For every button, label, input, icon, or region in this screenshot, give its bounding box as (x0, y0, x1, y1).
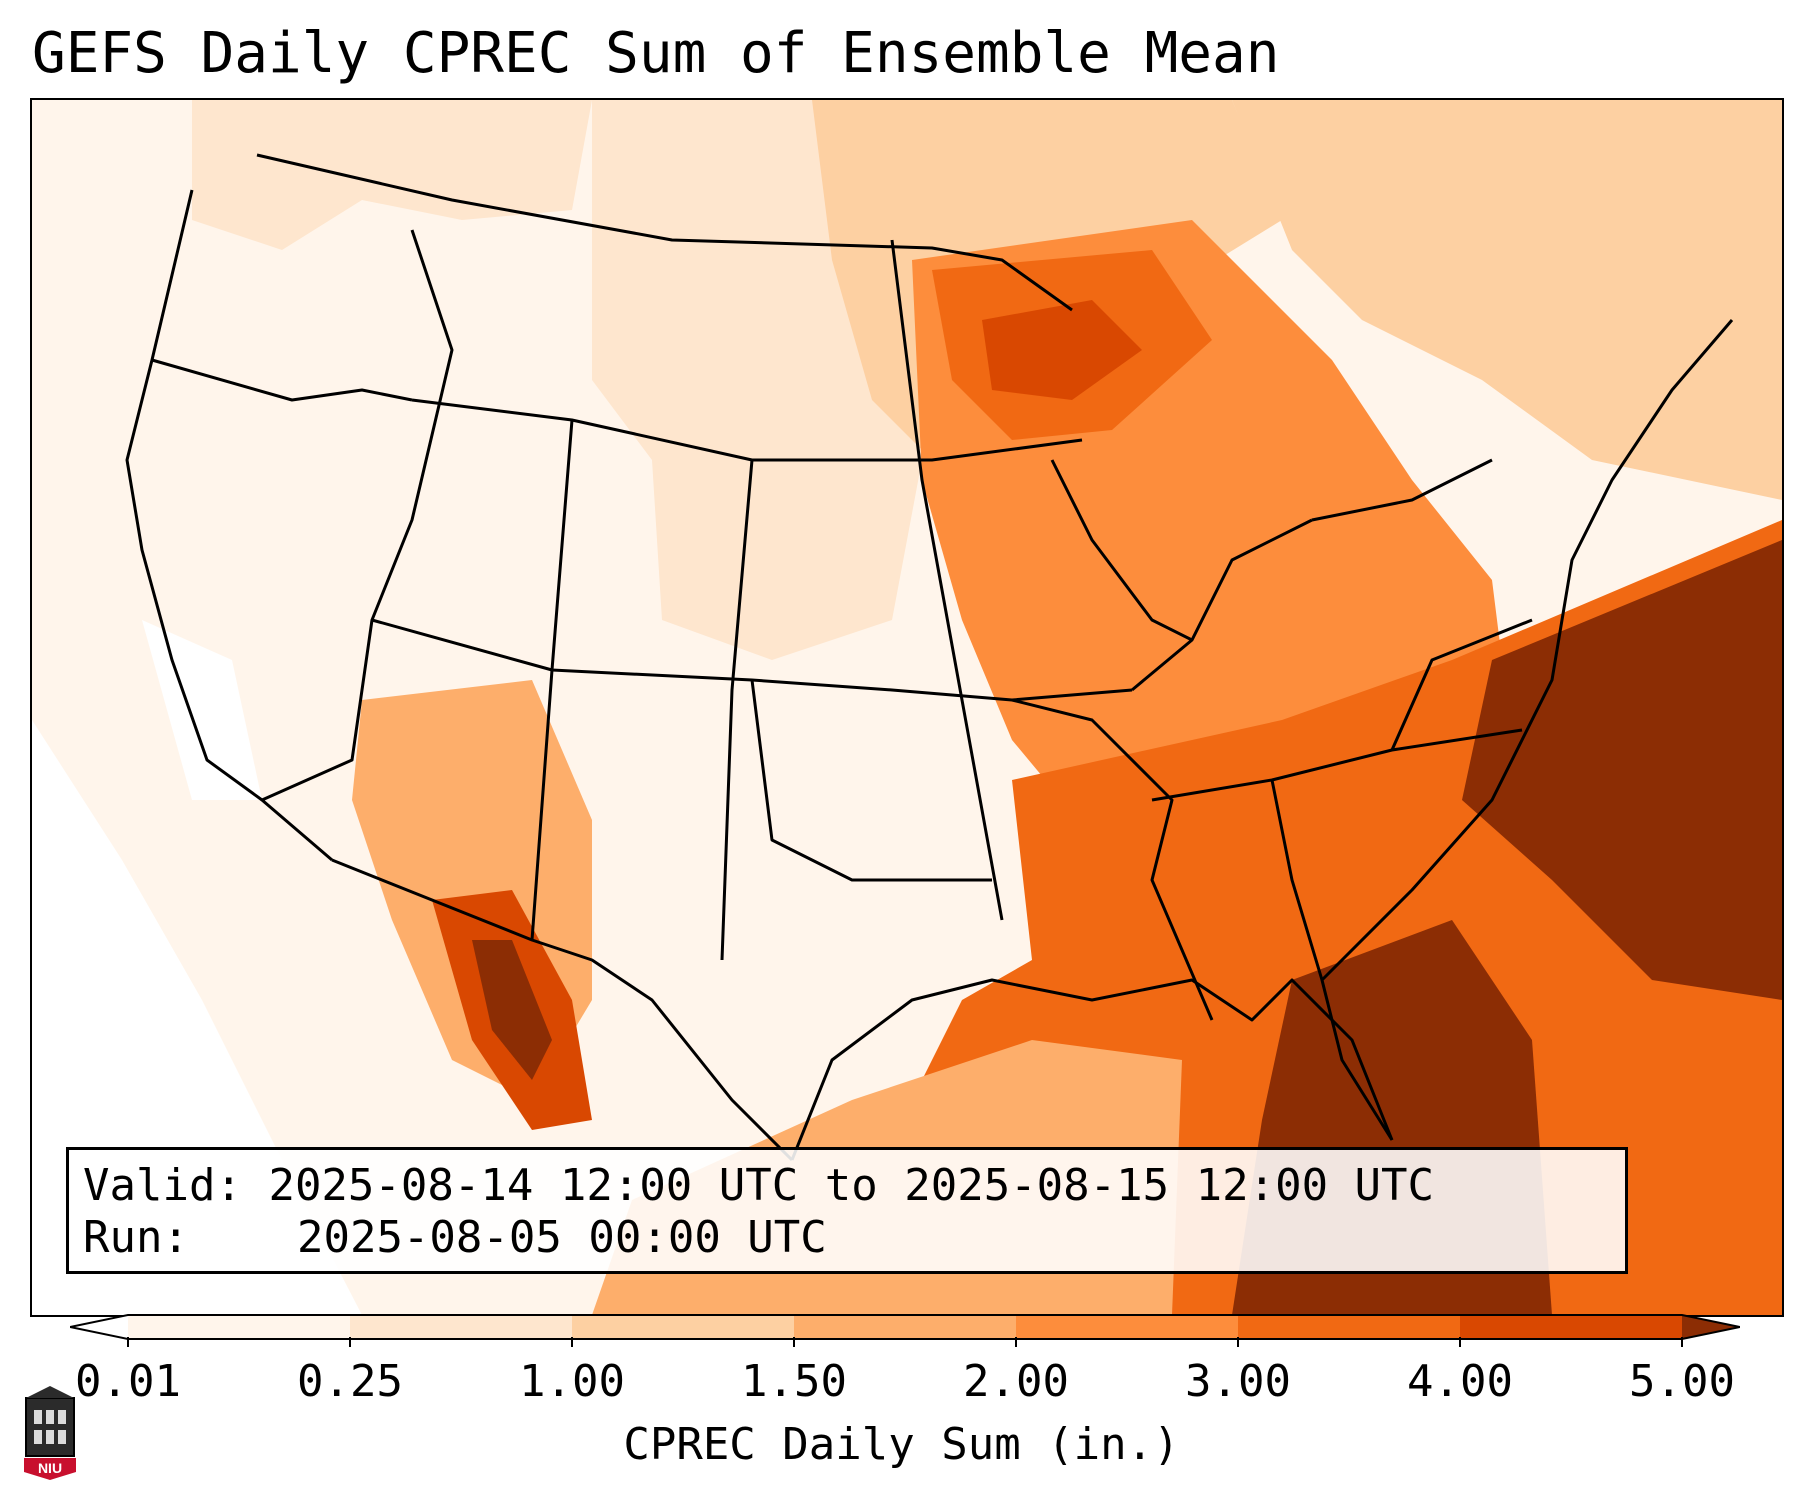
precip-zone-lake-superior (982, 300, 1142, 400)
colorbar-tick-label: 2.00 (963, 1356, 1069, 1407)
boundary-line-6 (371, 618, 1133, 702)
boundary-line-12 (1151, 728, 1523, 802)
colorbar-tick (127, 1337, 129, 1347)
west-coast-outline (125, 189, 333, 862)
boundary-line-7 (890, 239, 1004, 921)
us-mexico-border (331, 858, 794, 1162)
boundary-line-2 (151, 358, 413, 402)
colorbar-segment (1016, 1315, 1239, 1339)
colorbar-tick-label: 3.00 (1185, 1356, 1291, 1407)
colorbar-segment (572, 1315, 795, 1339)
colorbar-tick-label: 1.00 (519, 1356, 625, 1407)
boundary-line-13 (1270, 779, 1324, 981)
colorbar-segment (794, 1315, 1017, 1339)
colorbar-tick-label: 1.50 (741, 1356, 847, 1407)
east-coast-outline (1320, 319, 1734, 1141)
niu-building-logo-icon: NIU (24, 1386, 76, 1480)
colorbar-label: CPREC Daily Sum (in.) (623, 1419, 1180, 1470)
valid-run-info-box: Valid: 2025-08-14 12:00 UTC to 2025-08-1… (66, 1147, 1628, 1274)
gulf-coast-outline (790, 978, 1394, 1161)
boundary-line-1 (261, 229, 454, 802)
precip-zone-northwest (192, 100, 592, 250)
us-canada-border (256, 153, 1073, 312)
run-label: Run: (83, 1212, 189, 1263)
boundary-line-5 (720, 459, 754, 961)
colorbar-tick (793, 1337, 795, 1347)
colorbar-segment (1460, 1315, 1683, 1339)
precip-field (32, 100, 1782, 1315)
colorbar-tick (1237, 1337, 1239, 1347)
valid-time-line: Valid: 2025-08-14 12:00 UTC to 2025-08-1… (83, 1160, 1434, 1212)
precip-zone-west-coast-white (32, 620, 362, 1315)
boundary-line-15 (1390, 618, 1533, 751)
colorbar-tick-label: 0.25 (297, 1356, 403, 1407)
precip-map-svg (32, 100, 1782, 1315)
colorbar-tick (1459, 1337, 1461, 1347)
precip-zone-canada-east (1232, 100, 1782, 500)
boundary-line-14 (1311, 458, 1493, 522)
precip-map[interactable] (30, 98, 1784, 1317)
colorbar-tick (349, 1337, 351, 1347)
colorbar-extend-low (70, 1315, 128, 1339)
colorbar-tick-label: 0.01 (75, 1356, 181, 1407)
colorbar-segments (70, 1315, 1740, 1339)
colorbar-segment (350, 1315, 573, 1339)
colorbar-tick (1015, 1337, 1017, 1347)
logo-text: NIU (38, 1460, 62, 1476)
run-value: 2025-08-05 00:00 UTC (296, 1212, 827, 1263)
boundary-line-11 (1050, 459, 1193, 642)
precip-zone-mexico-brown (472, 940, 552, 1080)
colorbar-segment (1238, 1315, 1461, 1339)
colorbar-tick-label: 4.00 (1407, 1356, 1513, 1407)
political-boundaries (125, 153, 1734, 1162)
valid-value: 2025-08-14 12:00 UTC to 2025-08-15 12:00… (268, 1160, 1435, 1211)
boundary-line-10 (1131, 518, 1313, 692)
colorbar-tick (571, 1337, 573, 1347)
colorbar-segment (128, 1315, 351, 1339)
colorbar-tick-label: 5.00 (1629, 1356, 1735, 1407)
boundary-line-8 (750, 679, 992, 882)
colorbar-extend-high (1682, 1315, 1740, 1339)
precip-zone-atlantic-dark (1462, 540, 1782, 1000)
colorbar (70, 1314, 1740, 1340)
colorbar-tick (1681, 1337, 1683, 1347)
map-title: GEFS Daily CPREC Sum of Ensemble Mean (32, 21, 1280, 86)
run-time-line: Run: 2025-08-05 00:00 UTC (83, 1212, 827, 1264)
valid-label: Valid: (83, 1160, 242, 1211)
boundary-line-9 (1011, 698, 1214, 1021)
